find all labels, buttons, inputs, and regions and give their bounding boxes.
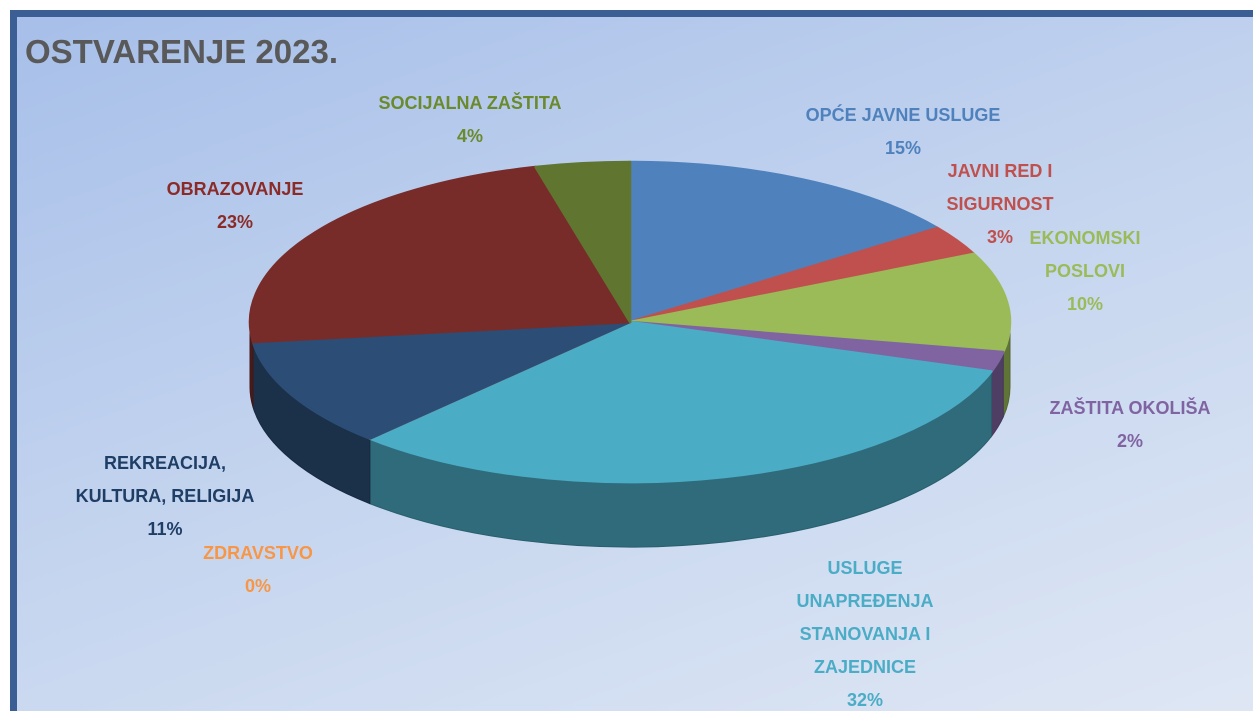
data-label: SOCIJALNA ZAŠTITA 4%	[345, 87, 595, 153]
data-label: ZAŠTITA OKOLIŠA 2%	[1005, 392, 1253, 458]
pie-area	[248, 160, 1012, 548]
value-label: 2%	[1116, 431, 1143, 451]
chart: OSTVARENJE 2023. OPĆE JAVNE USLUGE 15% JAV…	[10, 10, 1253, 711]
data-label: JAVNI RED I SIGURNOST 3%	[925, 155, 1075, 254]
value-label: 10%	[1066, 294, 1104, 314]
data-label: REKREACIJA, KULTURA, RELIGIJA 11%	[65, 447, 265, 546]
value-label: 15%	[884, 138, 922, 158]
value-label: 32%	[846, 690, 884, 710]
category-label: JAVNI RED I SIGURNOST	[946, 161, 1054, 214]
category-label: EKONOMSKI POSLOVI	[1029, 228, 1141, 281]
category-label: ZDRAVSTVO	[203, 543, 313, 563]
slice	[534, 160, 632, 324]
value-label: 23%	[216, 212, 254, 232]
value-label: 3%	[986, 227, 1013, 247]
value-label: 4%	[456, 126, 483, 146]
value-label: 0%	[244, 576, 271, 596]
slice	[628, 160, 939, 324]
slice	[248, 165, 632, 344]
data-label: EKONOMSKI POSLOVI 10%	[1015, 222, 1155, 321]
value-label: 11%	[147, 519, 183, 539]
category-label: USLUGE UNAPREĐENJA STANOVANJA I ZAJEDNIC…	[796, 558, 934, 677]
category-label: OBRAZOVANJE	[166, 179, 304, 199]
slice	[368, 320, 993, 484]
data-label: OPĆE JAVNE USLUGE 15%	[778, 99, 1028, 165]
data-label: OBRAZOVANJE 23%	[135, 173, 335, 239]
data-label: USLUGE UNAPREĐENJA STANOVANJA I ZAJEDNIC…	[775, 552, 955, 711]
category-label: ZAŠTITA OKOLIŠA	[1049, 398, 1211, 418]
category-label: OPĆE JAVNE USLUGE	[805, 105, 1001, 125]
data-label: ZDRAVSTVO 0%	[178, 537, 338, 603]
category-label: REKREACIJA, KULTURA, RELIGIJA	[75, 453, 255, 506]
chart-title: OSTVARENJE 2023.	[25, 33, 339, 70]
category-label: SOCIJALNA ZAŠTITA	[378, 93, 562, 113]
slice	[251, 320, 632, 440]
slice	[628, 252, 1012, 354]
